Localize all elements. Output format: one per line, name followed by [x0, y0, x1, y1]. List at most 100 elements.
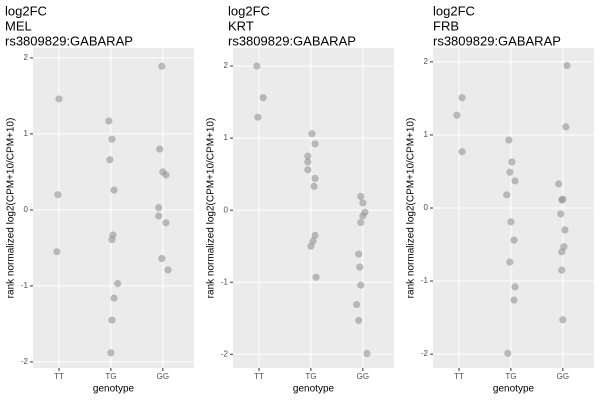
point [511, 283, 519, 291]
y-tick-label: 0 [424, 203, 429, 212]
point [505, 136, 513, 144]
x-tick-label: GG [357, 372, 369, 381]
point [107, 349, 115, 357]
point [310, 182, 318, 190]
point [108, 316, 116, 324]
point [155, 212, 163, 220]
point [558, 266, 566, 274]
panel-title: rs3809829:GABARAP [5, 33, 133, 48]
x-axis-title: genotype [493, 384, 535, 395]
panel-title: FRB [433, 18, 459, 33]
point [53, 248, 61, 256]
point [562, 123, 570, 131]
y-tick-label: -2 [21, 357, 29, 366]
point [312, 273, 320, 281]
point [504, 349, 512, 357]
x-tick-label: TT [454, 372, 464, 381]
point [158, 254, 166, 263]
point [304, 158, 312, 166]
point [55, 95, 63, 103]
point [510, 296, 518, 304]
x-tick-label: TT [254, 372, 264, 381]
point [508, 158, 516, 166]
point [363, 349, 371, 358]
point [164, 266, 172, 274]
point [108, 235, 116, 244]
y-tick-label: -2 [421, 349, 429, 358]
point [110, 186, 118, 194]
point [156, 145, 164, 153]
point [359, 199, 367, 207]
point [254, 113, 262, 121]
panel-title: KRT [228, 18, 254, 33]
point [253, 62, 261, 70]
point [259, 94, 267, 102]
point [555, 180, 563, 188]
y-tick-label: 2 [224, 61, 229, 70]
point [155, 204, 163, 212]
y-tick-label: -2 [221, 349, 229, 358]
point [559, 316, 567, 324]
point [105, 117, 113, 125]
x-tick-label: TT [54, 372, 64, 381]
y-tick-label: 1 [224, 133, 229, 142]
x-axis-title: genotype [293, 384, 335, 395]
point [558, 248, 566, 256]
panel-title: rs3809829:GABARAP [433, 33, 561, 48]
y-tick-label: 0 [224, 205, 229, 214]
point [308, 130, 316, 138]
y-tick-label: -1 [421, 276, 429, 285]
point [507, 218, 515, 226]
point [114, 280, 122, 288]
point [506, 168, 514, 176]
point [458, 94, 466, 102]
x-tick-label: TG [105, 372, 116, 381]
point [357, 218, 365, 227]
point [357, 192, 365, 201]
y-axis-title: rank normalized log2(CPM+10/CPM+10) [206, 118, 217, 299]
point [307, 242, 315, 250]
point [356, 263, 364, 271]
y-axis-title: rank normalized log2(CPM+10/CPM+10) [6, 118, 17, 299]
panel-title: log2FC [433, 3, 475, 18]
point [458, 148, 466, 156]
point [162, 171, 170, 179]
y-tick-label: 0 [24, 205, 29, 214]
y-axis-title: rank normalized log2(CPM+10/CPM+10) [406, 118, 417, 299]
point [561, 226, 569, 234]
point [311, 140, 319, 148]
point [353, 300, 361, 309]
panel-title: log2FC [228, 3, 270, 18]
x-tick-label: GG [157, 372, 169, 381]
plot-background [233, 48, 394, 368]
point [510, 236, 518, 244]
point [158, 62, 166, 70]
x-axis-title: genotype [93, 384, 135, 395]
y-tick-label: 1 [24, 129, 29, 138]
y-tick-label: 2 [24, 53, 29, 62]
y-tick-label: -1 [221, 277, 229, 286]
point [106, 156, 114, 164]
point [304, 166, 312, 174]
panel-title: rs3809829:GABARAP [228, 33, 356, 48]
point [503, 191, 511, 199]
x-tick-label: TG [305, 372, 316, 381]
point [563, 61, 571, 70]
point [359, 212, 367, 220]
point [506, 258, 514, 266]
point [311, 174, 319, 183]
point [355, 316, 363, 325]
point [557, 210, 565, 218]
point [511, 177, 519, 185]
panel-title: MEL [5, 18, 32, 33]
x-tick-label: TG [505, 372, 516, 381]
point [162, 219, 170, 227]
point [311, 231, 319, 239]
point [54, 191, 62, 199]
point [108, 135, 116, 143]
point [110, 294, 118, 302]
point [453, 111, 461, 119]
point [357, 281, 365, 289]
y-tick-label: 1 [424, 130, 429, 139]
